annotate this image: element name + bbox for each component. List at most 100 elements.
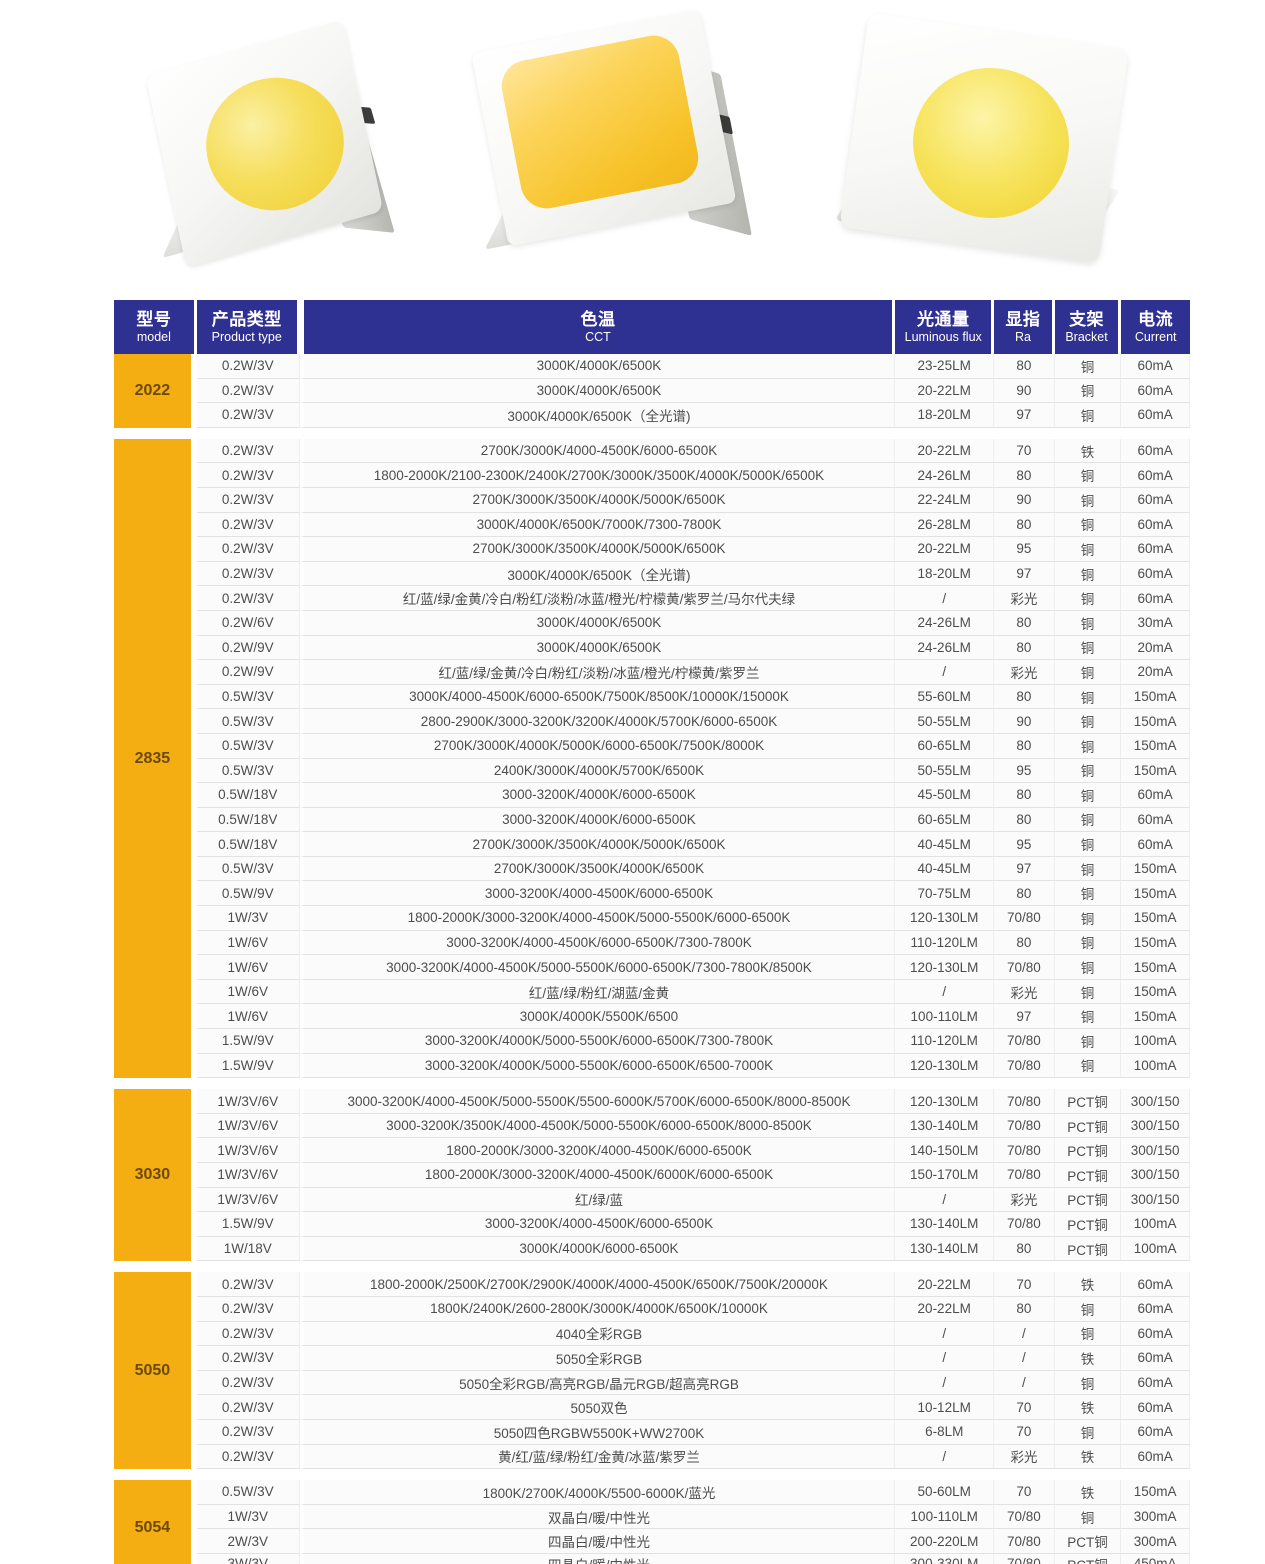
product-type-cell: 0.5W/3V [196,1480,300,1505]
bracket-cell: 铜 [1054,1504,1122,1530]
current-cell: 150mA [1121,733,1190,759]
luminous-flux-cell: / [895,1370,995,1396]
table-row: 0.2W/3V 5050四色RGBW5500K+WW2700K 6-8LM 70 铜 60… [114,1419,1190,1445]
led-photo-5050-round-cool-white [834,12,1155,282]
luminous-flux-cell: 20-22LM [895,378,995,404]
luminous-flux-cell: 100-110LM [895,1504,995,1530]
bracket-cell: 铜 [1054,1296,1122,1322]
current-cell: 100mA [1121,1212,1190,1237]
table-row: 1W/18V 3000K/4000K/6000-6500K 130-140LM 80 P… [114,1236,1190,1262]
product-type-cell: 0.2W/3V [196,1370,300,1396]
bracket-cell: 铜 [1054,561,1122,587]
ra-cell: 80 [994,930,1055,956]
bracket-cell: 铁 [1054,1395,1122,1420]
luminous-flux-cell: 120-130LM [895,1089,995,1114]
product-type-cell: 0.5W/3V [196,709,300,734]
cct-cell: 2700K/3000K/4000-4500K/6000-6500K [299,438,896,464]
cct-cell: 3000K/4000K/6500K [299,354,896,379]
cct-cell: 3000-3200K/4000K/6000-6500K [299,807,896,833]
ra-cell: 70/80 [994,1113,1055,1139]
table-row: 0.5W/18V 2700K/3000K/3500K/4000K/5000K/65… [114,832,1190,857]
cct-cell: 四晶白/暖/中性光 [299,1553,896,1564]
cct-cell: 1800K/2400K/2600-2800K/3000K/4000K/6500K… [299,1296,896,1322]
group-spacer-cell [114,427,1190,439]
group-spacer-cell [114,1469,1190,1481]
luminous-flux-cell: 120-130LM [895,906,995,931]
cct-cell: 2800-2900K/3000-3200K/3200K/4000K/5700K/… [299,709,896,734]
model-group-cell-2835: 2835 [114,438,197,1079]
table-row: 5054 0.5W/3V 1800K/2700K/4000K/5500-6000K/… [114,1480,1190,1564]
luminous-flux-cell: 70-75LM [895,881,995,907]
current-cell: 60mA [1121,1419,1190,1445]
current-cell: 60mA [1121,1370,1190,1396]
table-row: 0.5W/3V 3000K/4000-4500K/6000-6500K/7500K… [114,684,1190,710]
current-cell: 100mA [1121,1029,1190,1054]
group-spacer-cell [114,1078,1190,1090]
column-header-luminous-flux: 光通量 Luminous flux [895,300,995,354]
cct-cell: 3000-3200K/4000-4500K/6000-6500K [299,881,896,907]
current-cell: 100mA [1121,1053,1190,1079]
table-row: 1W/3V/6V 红/绿/蓝 / 彩光 PCT铜 300/150 [114,1187,1190,1213]
column-header-ra: 显指 Ra [994,300,1055,354]
ra-cell: 80 [994,610,1055,636]
ra-cell: 90 [994,487,1055,513]
product-photo-strip [0,0,1265,288]
current-cell: 300mA [1121,1504,1190,1530]
current-cell: 150mA [1121,758,1190,784]
current-cell: 60mA [1121,1296,1190,1322]
ra-cell: 97 [994,403,1055,428]
current-cell: 60mA [1121,378,1190,404]
table-row: 0.2W/3V 5050全彩RGB / / 铁 60mA [114,1346,1190,1371]
product-type-cell: 1W/3V/6V [196,1089,300,1114]
current-cell: 60mA [1121,512,1190,538]
current-cell: 60mA [1121,783,1190,808]
bracket-cell: 铜 [1054,1321,1122,1347]
cct-cell: 2700K/3000K/3500K/4000K/5000K/6500K [299,537,896,562]
ra-cell: 彩光 [994,1187,1055,1213]
product-type-cell: 0.5W/3V [196,733,300,759]
cct-cell: 2700K/3000K/3500K/4000K/6500K [299,856,896,882]
cct-cell: 1800K/2700K/4000K/5500-6000K/蓝光 [299,1480,896,1505]
product-type-cell: 0.2W/3V [196,354,300,379]
product-type-cell: 3W/3V [196,1553,300,1564]
cct-cell: 3000K/4000K/6500K（全光谱) [299,561,896,587]
current-cell: 20mA [1121,635,1190,661]
current-cell: 450mA [1121,1553,1190,1564]
ra-cell: 70 [994,1419,1055,1445]
cct-cell: 5050全彩RGB/高亮RGB/晶元RGB/超高亮RGB [299,1370,896,1396]
bracket-cell: 铁 [1054,1272,1122,1297]
cct-cell: 3000-3200K/4000-4500K/5000-5500K/5500-60… [299,1089,896,1114]
group-spacer-row [114,1078,1190,1090]
ra-cell: 彩光 [994,586,1055,611]
current-cell: 100mA [1121,1236,1190,1262]
current-cell: 150mA [1121,930,1190,956]
bracket-cell: 铜 [1054,1419,1122,1445]
table-row: 0.2W/3V 3000K/4000K/6500K/7000K/7300-7800… [114,512,1190,538]
product-type-cell: 0.2W/3V [196,1346,300,1371]
ra-cell: 70 [994,1480,1055,1505]
cct-cell: 2700K/3000K/3500K/4000K/5000K/6500K [299,832,896,857]
bracket-cell: 铜 [1054,1053,1122,1079]
bracket-cell: 铜 [1054,635,1122,661]
led-specification-table: 型号 model 产品类型 Product type 色温 CCT 光通量 Lu… [114,300,1190,1564]
table-row: 0.2W/3V 3000K/4000K/6500K（全光谱) 18-20LM 97 铜 6… [114,561,1190,587]
cct-cell: 红/蓝/绿/金黄/冷白/粉红/淡粉/冰蓝/橙光/柠檬黄/紫罗兰 [299,660,896,685]
product-type-cell: 0.2W/3V [196,1444,300,1470]
column-header-model-en: model [136,329,171,344]
cct-cell: 1800-2000K/3000-3200K/4000-4500K/6000-65… [299,1138,896,1163]
column-header-cct: 色温 CCT [299,300,896,354]
table-row: 0.2W/3V 5050双色 10-12LM 70 铁 60mA [114,1395,1190,1420]
product-type-cell: 0.5W/3V [196,758,300,784]
cct-cell: 3000-3200K/3500K/4000-4500K/5000-5500K/6… [299,1113,896,1139]
product-type-cell: 0.2W/9V [196,660,300,685]
table-row: 1W/6V 3000K/4000K/5500K/6500 100-110LM 97 铜 1… [114,1004,1190,1030]
luminous-flux-cell: 23-25LM [895,354,995,379]
cct-cell: 1800-2000K/2100-2300K/2400K/2700K/3000K/… [299,463,896,488]
luminous-flux-cell: 22-24LM [895,487,995,513]
table-row: 1W/6V 红/蓝/绿/粉红/湖蓝/金黄 / 彩光铜 150mA [114,979,1190,1005]
cct-cell: 四晶白/暖/中性光 [299,1529,896,1554]
product-type-cell: 1W/6V [196,930,300,956]
cct-cell: 3000-3200K/4000-4500K/6000-6500K/7300-78… [299,930,896,956]
product-type-cell: 1.5W/9V [196,1029,300,1054]
